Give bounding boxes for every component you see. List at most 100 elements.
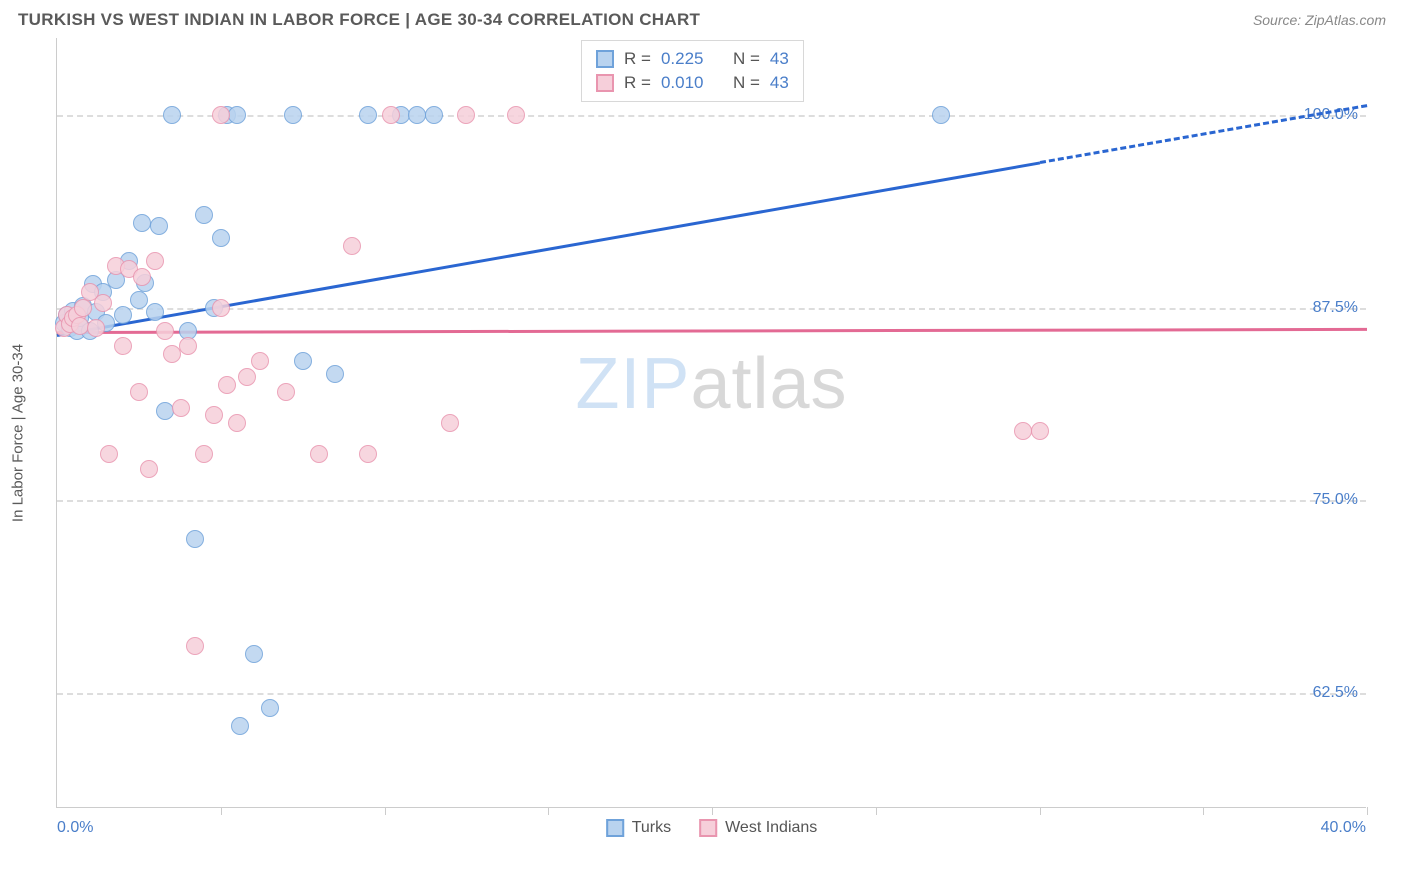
stat-n-label: N = bbox=[733, 73, 760, 93]
trend-line-extrapolated bbox=[1039, 104, 1367, 164]
scatter-point bbox=[359, 445, 377, 463]
scatter-point bbox=[212, 229, 230, 247]
stats-row: R = 0.225 N = 43 bbox=[596, 47, 789, 71]
scatter-point bbox=[261, 699, 279, 717]
legend-swatch bbox=[699, 819, 717, 837]
legend-item: Turks bbox=[606, 819, 671, 837]
scatter-point bbox=[238, 368, 256, 386]
scatter-point bbox=[284, 106, 302, 124]
scatter-point bbox=[277, 383, 295, 401]
scatter-point bbox=[100, 445, 118, 463]
scatter-point bbox=[205, 406, 223, 424]
scatter-point bbox=[87, 319, 105, 337]
plot-area: ZIPatlas 0.0% 40.0% TurksWest Indians 62… bbox=[56, 38, 1366, 808]
stat-r-value: 0.225 bbox=[661, 49, 704, 69]
scatter-point bbox=[114, 306, 132, 324]
stat-n-value: 43 bbox=[770, 73, 789, 93]
x-tick bbox=[1203, 807, 1204, 815]
trend-line bbox=[57, 161, 1040, 336]
legend-label: West Indians bbox=[725, 819, 817, 837]
chart-container: In Labor Force | Age 30-34 ZIPatlas 0.0%… bbox=[56, 38, 1386, 828]
scatter-point bbox=[326, 365, 344, 383]
scatter-point bbox=[310, 445, 328, 463]
scatter-point bbox=[163, 106, 181, 124]
scatter-point bbox=[146, 303, 164, 321]
scatter-point bbox=[163, 345, 181, 363]
scatter-point bbox=[146, 252, 164, 270]
watermark: ZIPatlas bbox=[575, 343, 847, 425]
legend-swatch bbox=[596, 50, 614, 68]
legend-swatch bbox=[606, 819, 624, 837]
y-tick-label: 62.5% bbox=[1313, 684, 1358, 702]
legend-label: Turks bbox=[632, 819, 671, 837]
scatter-point bbox=[228, 414, 246, 432]
bottom-legend: Turks West Indians bbox=[606, 819, 818, 837]
scatter-point bbox=[133, 268, 151, 286]
stat-r-label: R = bbox=[624, 49, 651, 69]
scatter-point bbox=[212, 299, 230, 317]
gridline bbox=[57, 308, 1366, 310]
scatter-point bbox=[1031, 422, 1049, 440]
scatter-point bbox=[133, 214, 151, 232]
scatter-point bbox=[74, 299, 92, 317]
stat-r-value: 0.010 bbox=[661, 73, 704, 93]
gridline bbox=[57, 693, 1366, 695]
scatter-point bbox=[457, 106, 475, 124]
scatter-point bbox=[343, 237, 361, 255]
scatter-point bbox=[251, 352, 269, 370]
x-tick bbox=[221, 807, 222, 815]
scatter-point bbox=[130, 383, 148, 401]
x-tick bbox=[1367, 807, 1368, 815]
x-axis-min-label: 0.0% bbox=[57, 819, 93, 837]
scatter-point bbox=[179, 337, 197, 355]
trend-line bbox=[57, 328, 1367, 334]
scatter-point bbox=[408, 106, 426, 124]
x-tick bbox=[876, 807, 877, 815]
y-tick-label: 75.0% bbox=[1313, 491, 1358, 509]
stat-n-label: N = bbox=[733, 49, 760, 69]
scatter-point bbox=[441, 414, 459, 432]
source-attribution: Source: ZipAtlas.com bbox=[1253, 12, 1386, 28]
scatter-point bbox=[156, 322, 174, 340]
scatter-point bbox=[425, 106, 443, 124]
y-axis-label: In Labor Force | Age 30-34 bbox=[10, 344, 27, 522]
scatter-point bbox=[507, 106, 525, 124]
scatter-point bbox=[231, 717, 249, 735]
scatter-point bbox=[218, 376, 236, 394]
scatter-point bbox=[71, 317, 89, 335]
scatter-point bbox=[150, 217, 168, 235]
scatter-point bbox=[186, 530, 204, 548]
scatter-point bbox=[94, 294, 112, 312]
scatter-point bbox=[1014, 422, 1032, 440]
scatter-point bbox=[245, 645, 263, 663]
scatter-point bbox=[294, 352, 312, 370]
scatter-point bbox=[186, 637, 204, 655]
scatter-point bbox=[130, 291, 148, 309]
x-axis-max-label: 40.0% bbox=[1321, 819, 1366, 837]
stats-row: R = 0.010 N = 43 bbox=[596, 71, 789, 95]
stat-r-label: R = bbox=[624, 73, 651, 93]
chart-title: TURKISH VS WEST INDIAN IN LABOR FORCE | … bbox=[18, 10, 700, 30]
scatter-point bbox=[114, 337, 132, 355]
scatter-point bbox=[195, 445, 213, 463]
gridline bbox=[57, 500, 1366, 502]
stat-n-value: 43 bbox=[770, 49, 789, 69]
x-tick bbox=[1040, 807, 1041, 815]
scatter-point bbox=[359, 106, 377, 124]
scatter-point bbox=[172, 399, 190, 417]
legend-item: West Indians bbox=[699, 819, 817, 837]
scatter-point bbox=[228, 106, 246, 124]
x-tick bbox=[712, 807, 713, 815]
x-tick bbox=[385, 807, 386, 815]
y-tick-label: 87.5% bbox=[1313, 299, 1358, 317]
scatter-point bbox=[140, 460, 158, 478]
correlation-stats-box: R = 0.225 N = 43R = 0.010 N = 43 bbox=[581, 40, 804, 102]
scatter-point bbox=[382, 106, 400, 124]
scatter-point bbox=[156, 402, 174, 420]
scatter-point bbox=[195, 206, 213, 224]
gridline bbox=[57, 115, 1366, 117]
x-tick bbox=[548, 807, 549, 815]
scatter-point bbox=[932, 106, 950, 124]
scatter-point bbox=[212, 106, 230, 124]
legend-swatch bbox=[596, 74, 614, 92]
